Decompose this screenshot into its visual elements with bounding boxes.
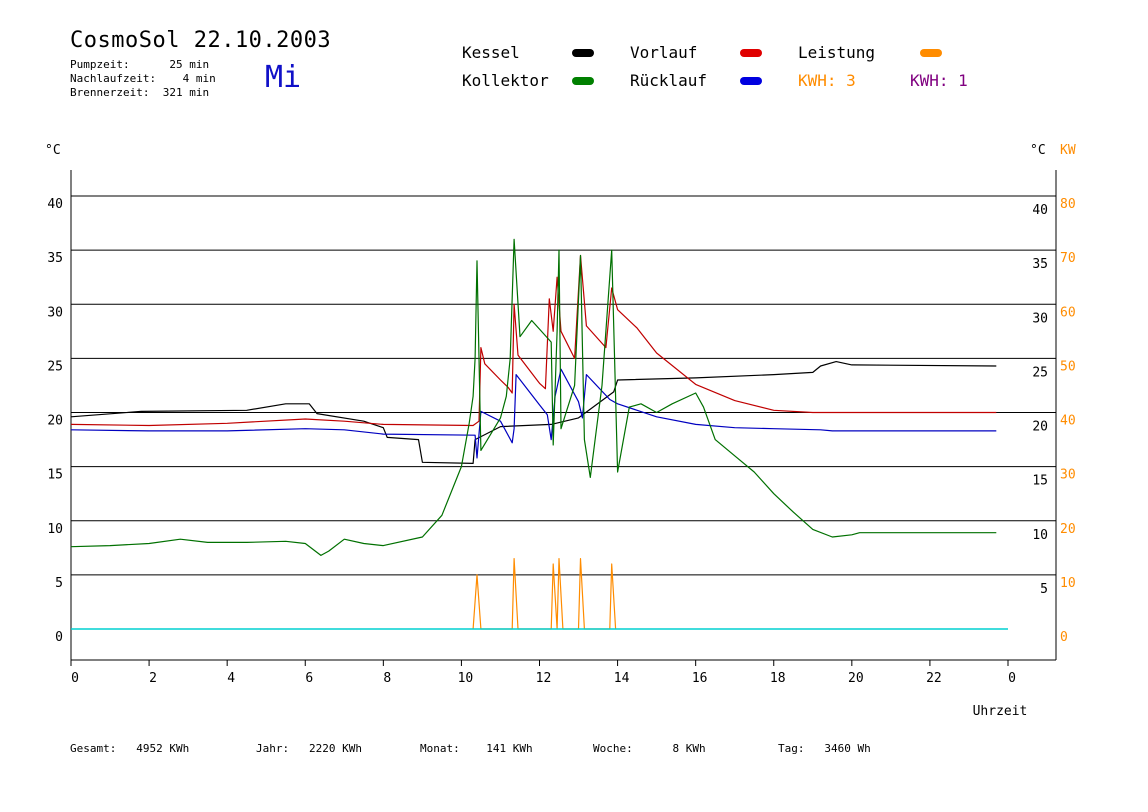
y-tick-label-right: 10 [1032,528,1048,543]
y-tick-label-left: 40 [47,197,63,212]
y-tick-label-kw: 50 [1060,359,1076,374]
x-tick-label: 4 [227,671,235,686]
y-tick-label-right: 5 [1040,582,1048,597]
y-tick-label-kw: 70 [1060,251,1076,266]
y-tick-label-right: 35 [1032,257,1048,272]
series-line-vorlauf [71,256,996,426]
y-tick-label-right: 20 [1032,420,1048,435]
x-tick-label: 18 [770,671,786,686]
x-tick-label: 12 [536,671,552,686]
footer-gesamt: Gesamt: 4952 KWh [70,742,189,755]
x-tick-label: 10 [458,671,474,686]
y-tick-label-left: 30 [47,305,63,320]
x-tick-label: 8 [383,671,391,686]
x-tick-label: 2 [149,671,157,686]
y-tick-label-left: 15 [47,468,63,483]
y-tick-label-kw: 80 [1060,197,1076,212]
y-tick-label-kw: 0 [1060,630,1068,645]
y-tick-label-kw: 20 [1060,522,1076,537]
y-tick-label-right: 30 [1032,311,1048,326]
x-tick-label: 16 [692,671,708,686]
footer-jahr: Jahr: 2220 KWh [256,742,362,755]
y-tick-label-kw: 40 [1060,414,1076,429]
y-tick-label-left: 35 [47,251,63,266]
x-tick-label: 0 [71,671,79,686]
x-tick-label: 6 [305,671,313,686]
footer-woche: Woche: 8 KWh [593,742,706,755]
x-tick-label: 20 [848,671,864,686]
x-tick-label: 0 [1008,671,1016,686]
y-tick-label-left: 0 [55,630,63,645]
y-tick-label-left: 10 [47,522,63,537]
y-tick-label-left: 5 [55,576,63,591]
y-tick-label-left: 20 [47,414,63,429]
y-tick-label-kw: 10 [1060,576,1076,591]
x-tick-label: 14 [614,671,630,686]
y-tick-label-kw: 30 [1060,468,1076,483]
y-tick-label-right: 15 [1032,474,1048,489]
x-axis-title: Uhrzeit [973,704,1028,719]
footer-monat: Monat: 141 KWh [420,742,533,755]
y-tick-label-kw: 60 [1060,305,1076,320]
series-line-leistung [473,559,615,629]
y-tick-label-right: 40 [1032,203,1048,218]
footer-tag: Tag: 3460 Wh [778,742,871,755]
y-tick-label-left: 25 [47,359,63,374]
y-tick-label-right: 25 [1032,365,1048,380]
series-line-rücklauf [71,369,996,458]
x-tick-label: 22 [926,671,942,686]
